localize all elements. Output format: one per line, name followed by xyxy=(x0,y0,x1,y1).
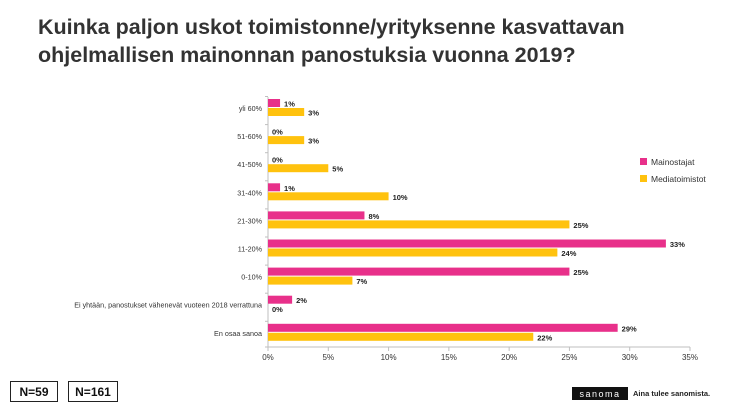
category-label: Ei yhtään, panostukset vähenevät vuoteen… xyxy=(74,301,262,310)
bar-advertisers xyxy=(268,211,365,220)
bar-agencies xyxy=(268,248,558,257)
bar-advertisers xyxy=(268,267,570,276)
x-tick-label: 10% xyxy=(381,353,397,362)
data-label: 25% xyxy=(573,221,588,230)
x-tick-label: 20% xyxy=(501,353,517,362)
brand-tagline: Aina tulee sanomista. xyxy=(633,389,711,398)
category-label: 0-10% xyxy=(241,273,262,282)
sanoma-logo: sanoma xyxy=(572,387,628,400)
data-label: 10% xyxy=(393,193,408,202)
bar-agencies xyxy=(268,332,534,341)
x-tick-label: 25% xyxy=(561,353,577,362)
legend-swatch xyxy=(640,158,647,165)
data-label: 7% xyxy=(356,277,367,286)
bar-advertisers xyxy=(268,99,281,107)
x-tick-label: 30% xyxy=(622,353,638,362)
x-tick-label: 5% xyxy=(323,353,335,362)
legend-label: Mediatoimistot xyxy=(651,174,706,184)
category-label: 11-20% xyxy=(238,245,263,254)
data-label: 2% xyxy=(296,296,307,305)
data-label: 33% xyxy=(670,240,685,249)
bar-advertisers xyxy=(268,183,281,192)
legend-swatch xyxy=(640,175,647,182)
sample-size-agencies: N=161 xyxy=(68,381,118,402)
bar-agencies xyxy=(268,164,329,173)
data-label: 24% xyxy=(561,249,576,258)
category-label: 41-50% xyxy=(237,160,262,169)
bar-advertisers xyxy=(268,323,618,332)
data-label: 5% xyxy=(332,165,343,174)
data-label: 8% xyxy=(368,212,379,221)
title-line-2: ohjelmallisen mainonnan panostuksia vuon… xyxy=(38,43,576,67)
category-label: yli 60% xyxy=(239,104,263,113)
category-label: En osaa sanoa xyxy=(214,329,262,338)
chart-title: Kuinka paljon uskot toimistonne/yritykse… xyxy=(38,13,718,69)
data-label: 3% xyxy=(308,137,319,146)
bar-agencies xyxy=(268,108,305,116)
data-label: 0% xyxy=(272,128,283,137)
data-label: 1% xyxy=(284,100,295,109)
x-tick-label: 15% xyxy=(441,353,457,362)
bar-advertisers xyxy=(268,239,666,248)
x-tick-label: 0% xyxy=(262,353,274,362)
legend-label: Mainostajat xyxy=(651,157,695,167)
bar-agencies xyxy=(268,276,353,285)
sample-size-advertisers: N=59 xyxy=(10,381,58,402)
category-label: 31-40% xyxy=(237,188,262,197)
data-label: 0% xyxy=(272,305,283,314)
bar-advertisers xyxy=(268,295,293,304)
category-label: 21-30% xyxy=(237,216,262,225)
bar-agencies xyxy=(268,220,570,229)
data-label: 25% xyxy=(573,268,588,277)
data-label: 22% xyxy=(537,333,552,342)
title-line-1: Kuinka paljon uskot toimistonne/yritykse… xyxy=(38,15,625,39)
bar-agencies xyxy=(268,192,389,201)
data-label: 0% xyxy=(272,156,283,165)
data-label: 3% xyxy=(308,109,319,118)
x-tick-label: 35% xyxy=(682,353,698,362)
data-label: 29% xyxy=(622,324,637,333)
category-label: 51-60% xyxy=(237,132,262,141)
data-label: 1% xyxy=(284,184,295,193)
bar-agencies xyxy=(268,136,305,145)
